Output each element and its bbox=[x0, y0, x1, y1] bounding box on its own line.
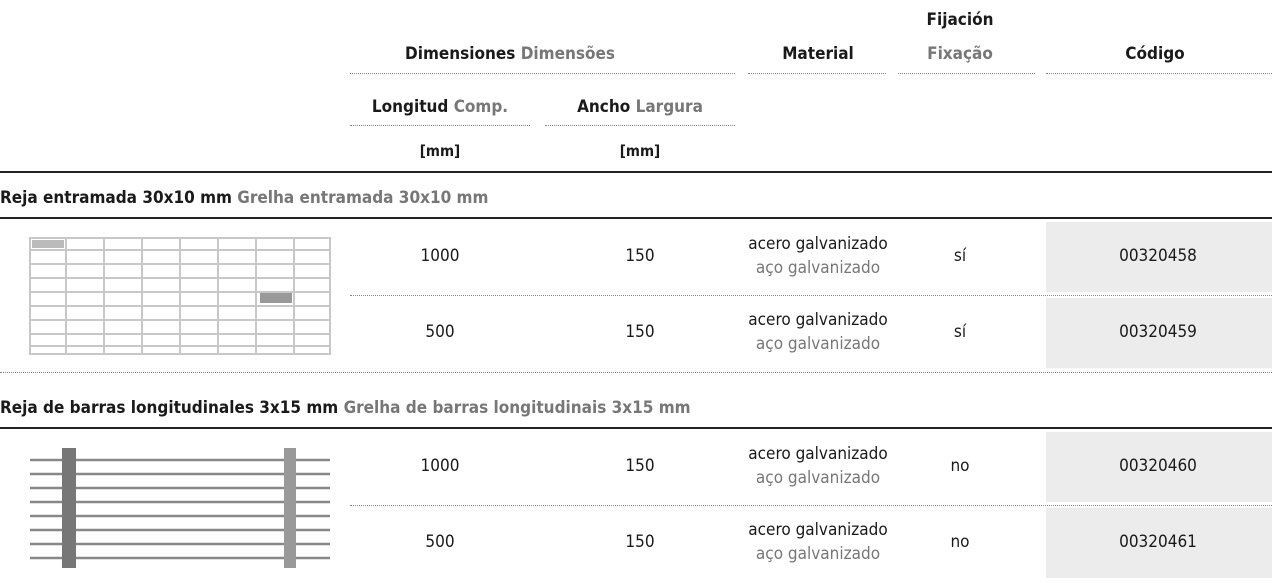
length: 1000 bbox=[420, 246, 460, 266]
width-header: Ancho Largura bbox=[577, 97, 703, 117]
section-rule bbox=[0, 217, 1272, 219]
length-header: Longitud Comp. bbox=[372, 97, 508, 117]
code: 00320460 bbox=[1119, 456, 1197, 476]
width: 150 bbox=[625, 532, 655, 552]
material-es: acero galvanizado bbox=[748, 444, 888, 464]
length-unit: [mm] bbox=[419, 142, 461, 160]
row-divider bbox=[0, 372, 1272, 373]
material-pt: aço galvanizado bbox=[755, 334, 881, 354]
material-es: acero galvanizado bbox=[748, 234, 888, 254]
divider bbox=[1046, 73, 1272, 74]
width-es: Ancho bbox=[577, 97, 631, 117]
row-divider bbox=[350, 505, 1272, 506]
length: 500 bbox=[425, 322, 455, 342]
code-cell bbox=[1046, 222, 1272, 292]
width-pt: Largura bbox=[635, 97, 703, 117]
width-unit: [mm] bbox=[619, 142, 661, 160]
grate-image bbox=[29, 237, 331, 355]
bar-grate-image bbox=[30, 448, 330, 568]
material-pt: aço galvanizado bbox=[755, 544, 881, 564]
width: 150 bbox=[625, 456, 655, 476]
length-es: Longitud bbox=[371, 97, 449, 117]
section-title-pt: Grelha de barras longitudinais 3x15 mm bbox=[343, 398, 691, 418]
fixing-es: Fijación bbox=[926, 10, 994, 30]
fixing: sí bbox=[953, 246, 967, 266]
length: 1000 bbox=[420, 456, 460, 476]
row-divider bbox=[350, 295, 1272, 296]
dimensions-es: Dimensiones bbox=[405, 44, 516, 64]
code-cell bbox=[1046, 432, 1272, 502]
divider bbox=[748, 73, 886, 74]
section-title-es: Reja entramada 30x10 mm bbox=[0, 188, 232, 208]
section-title: Reja entramada 30x10 mm Grelha entramada… bbox=[0, 188, 488, 208]
code-header: Código bbox=[1125, 44, 1185, 64]
fixing-pt: Fixação bbox=[927, 44, 993, 64]
material-es: acero galvanizado bbox=[748, 520, 888, 540]
length: 500 bbox=[425, 532, 455, 552]
material-pt: aço galvanizado bbox=[755, 258, 881, 278]
dimensions: Dimensiones Dimensões bbox=[405, 44, 615, 64]
width: 150 bbox=[625, 322, 655, 342]
code: 00320458 bbox=[1119, 246, 1197, 266]
section-title: Reja de barras longitudinales 3x15 mm Gr… bbox=[0, 398, 691, 418]
length-pt: Comp. bbox=[453, 97, 509, 117]
fixing: sí bbox=[953, 322, 967, 342]
header-rule bbox=[0, 171, 1272, 173]
width: 150 bbox=[625, 246, 655, 266]
divider bbox=[898, 73, 1035, 74]
code-cell bbox=[1046, 298, 1272, 368]
code: 00320459 bbox=[1119, 322, 1197, 342]
fixing: no bbox=[950, 456, 970, 476]
material-es: acero galvanizado bbox=[748, 310, 888, 330]
dimensions-pt: Dimensões bbox=[520, 44, 615, 64]
divider bbox=[350, 125, 530, 126]
material-pt: aço galvanizado bbox=[755, 468, 881, 488]
section-title-es: Reja de barras longitudinales 3x15 mm bbox=[0, 398, 339, 418]
code: 00320461 bbox=[1119, 532, 1197, 552]
section-rule bbox=[0, 427, 1272, 429]
divider bbox=[350, 73, 735, 74]
section-title-pt: Grelha entramada 30x10 mm bbox=[237, 188, 489, 208]
fixing: no bbox=[950, 532, 970, 552]
material-header: Material bbox=[782, 44, 854, 64]
code-cell bbox=[1046, 508, 1272, 578]
divider bbox=[545, 125, 735, 126]
